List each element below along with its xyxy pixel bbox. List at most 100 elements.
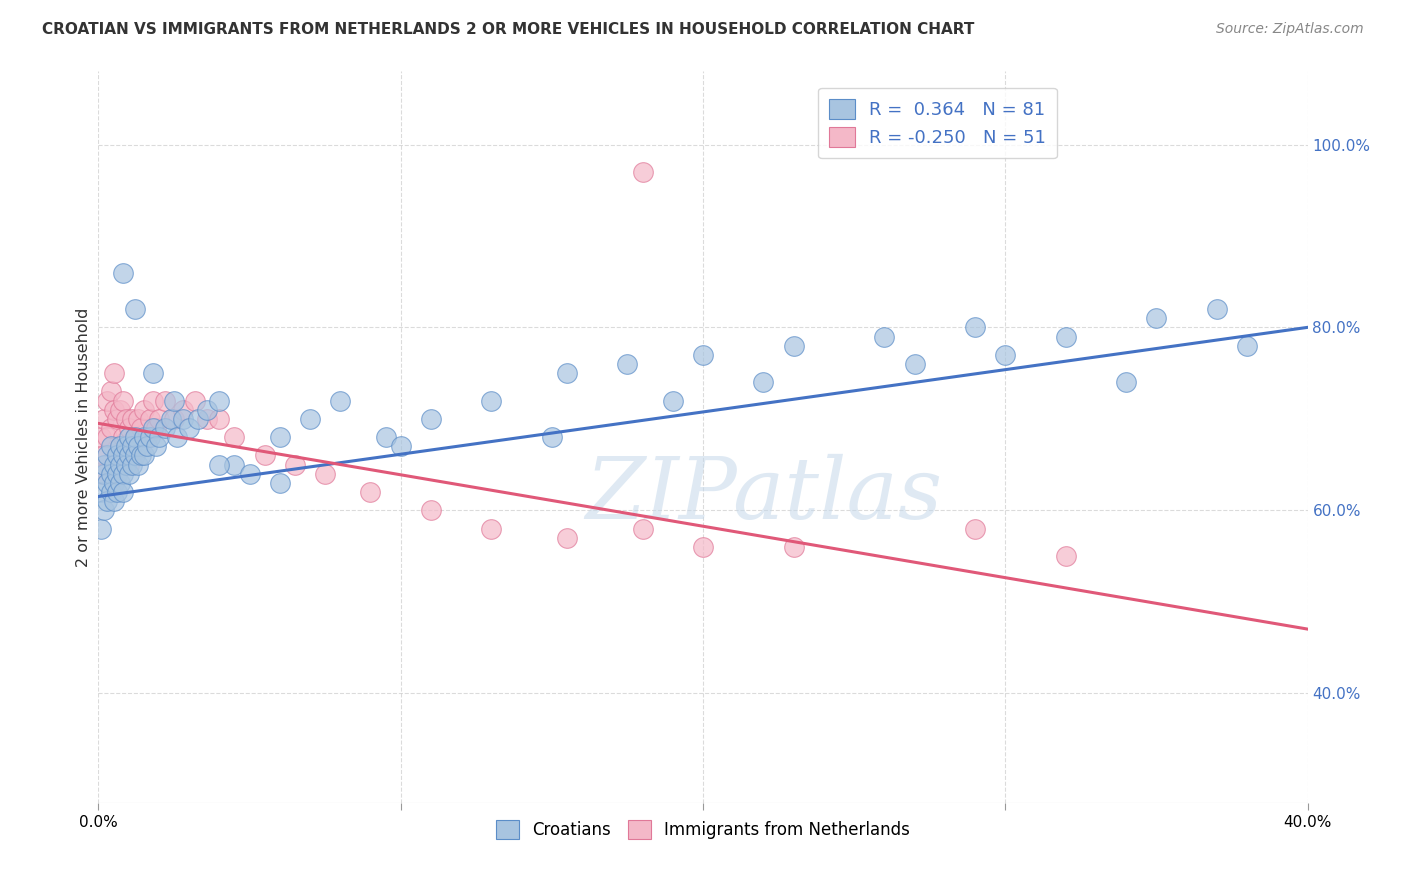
Point xyxy=(93,503,115,517)
Point xyxy=(135,430,157,444)
Point xyxy=(108,402,131,417)
Point xyxy=(111,467,134,481)
Point xyxy=(93,467,115,481)
Point xyxy=(139,412,162,426)
Point xyxy=(121,439,143,453)
Point xyxy=(108,439,131,453)
Point xyxy=(132,430,155,444)
Point xyxy=(224,458,246,472)
Point xyxy=(631,521,654,535)
Point xyxy=(148,412,170,426)
Point xyxy=(1144,311,1167,326)
Point xyxy=(783,338,806,352)
Point xyxy=(145,439,167,453)
Point xyxy=(111,485,134,500)
Point xyxy=(114,412,136,426)
Point xyxy=(105,485,128,500)
Point xyxy=(118,448,141,462)
Point xyxy=(127,439,149,453)
Point xyxy=(96,475,118,490)
Point xyxy=(121,458,143,472)
Point xyxy=(111,430,134,444)
Point xyxy=(314,467,336,481)
Point xyxy=(965,320,987,334)
Point xyxy=(118,458,141,472)
Point xyxy=(121,448,143,462)
Point xyxy=(129,421,152,435)
Point xyxy=(160,412,183,426)
Point xyxy=(661,393,683,408)
Point xyxy=(1054,329,1077,343)
Text: Source: ZipAtlas.com: Source: ZipAtlas.com xyxy=(1216,22,1364,37)
Point xyxy=(163,393,186,408)
Point xyxy=(124,430,146,444)
Point xyxy=(481,393,503,408)
Point xyxy=(135,439,157,453)
Point xyxy=(360,485,382,500)
Point xyxy=(224,430,246,444)
Point xyxy=(103,475,125,490)
Point xyxy=(139,430,162,444)
Point xyxy=(1054,549,1077,563)
Point xyxy=(965,521,987,535)
Point xyxy=(129,448,152,462)
Point xyxy=(93,458,115,472)
Point xyxy=(420,503,443,517)
Point xyxy=(114,439,136,453)
Point xyxy=(108,475,131,490)
Point xyxy=(118,467,141,481)
Point xyxy=(389,439,412,453)
Point xyxy=(93,448,115,462)
Point xyxy=(195,412,218,426)
Point xyxy=(142,366,165,380)
Point xyxy=(108,439,131,453)
Point xyxy=(90,485,112,500)
Point xyxy=(208,393,231,408)
Point xyxy=(127,458,149,472)
Point xyxy=(195,402,218,417)
Point xyxy=(692,540,714,554)
Point xyxy=(1206,301,1229,317)
Point xyxy=(1115,376,1137,390)
Point xyxy=(118,430,141,444)
Point xyxy=(555,366,578,380)
Point xyxy=(284,458,307,472)
Point xyxy=(145,421,167,435)
Point xyxy=(103,366,125,380)
Point xyxy=(105,448,128,462)
Point xyxy=(132,402,155,417)
Point xyxy=(253,448,276,462)
Point xyxy=(153,393,176,408)
Point xyxy=(108,458,131,472)
Point xyxy=(994,348,1017,362)
Point xyxy=(90,467,112,481)
Text: CROATIAN VS IMMIGRANTS FROM NETHERLANDS 2 OR MORE VEHICLES IN HOUSEHOLD CORRELAT: CROATIAN VS IMMIGRANTS FROM NETHERLANDS … xyxy=(42,22,974,37)
Point xyxy=(111,393,134,408)
Point xyxy=(114,448,136,462)
Point xyxy=(100,467,122,481)
Point xyxy=(100,384,122,399)
Point xyxy=(148,430,170,444)
Point xyxy=(142,393,165,408)
Point xyxy=(208,412,231,426)
Point xyxy=(269,475,291,490)
Point xyxy=(124,301,146,317)
Point xyxy=(153,421,176,435)
Point xyxy=(90,521,112,535)
Point xyxy=(111,266,134,280)
Legend: Croatians, Immigrants from Netherlands: Croatians, Immigrants from Netherlands xyxy=(489,814,917,846)
Point xyxy=(166,430,188,444)
Point xyxy=(616,357,638,371)
Point xyxy=(631,165,654,179)
Point xyxy=(299,412,322,426)
Point xyxy=(105,412,128,426)
Point xyxy=(90,430,112,444)
Point xyxy=(132,448,155,462)
Point xyxy=(239,467,262,481)
Point xyxy=(96,494,118,508)
Point xyxy=(96,393,118,408)
Point xyxy=(100,421,122,435)
Point xyxy=(172,412,194,426)
Point xyxy=(179,421,201,435)
Point xyxy=(692,348,714,362)
